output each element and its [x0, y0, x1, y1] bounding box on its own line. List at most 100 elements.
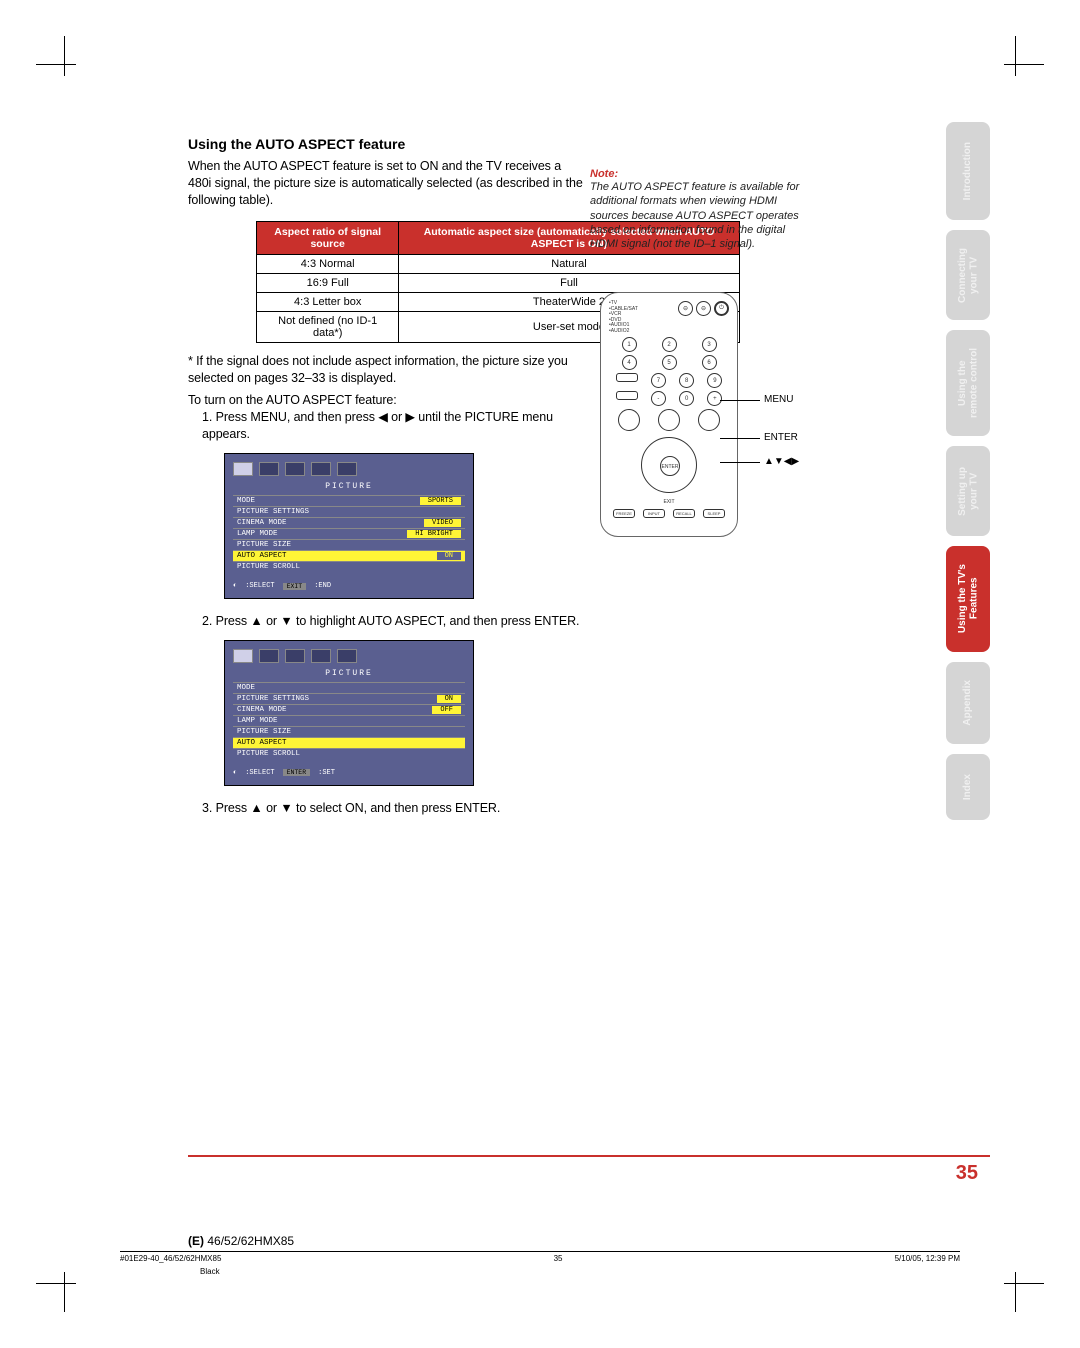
- section-tab: Index: [946, 754, 990, 820]
- crop-mark: [1015, 1272, 1016, 1312]
- menu-row: LAMP MODEHI BRIGHT: [233, 528, 465, 539]
- remote-button: ⊖: [678, 301, 693, 316]
- remote-button: 7: [651, 373, 666, 388]
- osd-menu-2: PICTURE MODEPICTURE SETTINGSONCINEMA MOD…: [224, 640, 474, 786]
- section-tab: Using theremote control: [946, 330, 990, 436]
- menu-tab-icon: [337, 649, 357, 663]
- menu-footer-set: :SET: [318, 769, 335, 777]
- menu-key: CINEMA MODE: [237, 519, 287, 527]
- print-footer: #01E29-40_46/52/62HMX85 35 5/10/05, 12:3…: [120, 1251, 960, 1276]
- remote-button: 6: [702, 355, 717, 370]
- remote-button: 3: [702, 337, 717, 352]
- remote-button: 4: [622, 355, 637, 370]
- crop-mark: [1004, 1283, 1044, 1284]
- menu-val: VIDEO: [424, 519, 461, 527]
- menu-row: AUTO ASPECTON: [233, 550, 465, 561]
- menu-footer-select: :SELECT: [245, 769, 274, 777]
- step-1-pre: 1. Press MENU, and then press: [202, 410, 378, 424]
- table-header-left: Aspect ratio of signal source: [257, 221, 399, 254]
- tab-label: Introduction: [962, 130, 974, 212]
- menu-key: AUTO ASPECT: [237, 739, 287, 747]
- menu-key: MODE: [237, 684, 255, 692]
- menu-key: PICTURE SETTINGS: [237, 695, 309, 703]
- table-cell: Natural: [399, 254, 740, 273]
- exit-label: EXIT: [609, 499, 729, 505]
- menu-key: PICTURE SETTINGS: [237, 508, 309, 516]
- menu-tab-icon: [285, 462, 305, 476]
- remote-button: 9: [707, 373, 722, 388]
- menu-button: [618, 409, 640, 431]
- remote-button: [658, 409, 680, 431]
- remote-button: [698, 409, 720, 431]
- remote-button: -: [651, 391, 666, 406]
- menu-tab-icon: [311, 462, 331, 476]
- tab-label: Connectingyour TV: [957, 236, 980, 315]
- page-divider: [188, 1155, 990, 1157]
- section-tab: Connectingyour TV: [946, 230, 990, 320]
- menu-row: MODE SPORTS: [233, 495, 465, 506]
- table-row: 4:3 NormalNatural: [257, 254, 740, 273]
- menu-title: PICTURE: [233, 669, 465, 678]
- table-cell: 16:9 Full: [257, 273, 399, 292]
- step-2: 2. Press ▲ or ▼ to highlight AUTO ASPECT…: [188, 613, 583, 630]
- model-label: (E) 46/52/62HMX85: [188, 1234, 294, 1248]
- menu-key: PICTURE SIZE: [237, 541, 291, 549]
- crop-mark: [64, 1272, 65, 1312]
- menu-key: MODE: [237, 497, 255, 505]
- menu-val: HI BRIGHT: [407, 530, 461, 538]
- footer-black: Black: [200, 1267, 960, 1276]
- remote-button: 0: [679, 391, 694, 406]
- callout-line: [720, 462, 760, 463]
- tab-label: Using theremote control: [957, 336, 980, 430]
- section-tab: Appendix: [946, 662, 990, 744]
- menu-tab-icon: [311, 649, 331, 663]
- menu-row: AUTO ASPECT: [233, 737, 465, 748]
- crop-mark: [36, 64, 76, 65]
- menu-tab-icon: [259, 462, 279, 476]
- menu-val: SPORTS: [420, 497, 461, 505]
- footer-left: #01E29-40_46/52/62HMX85: [120, 1254, 221, 1263]
- crop-mark: [64, 36, 65, 76]
- table-cell: 4:3 Normal: [257, 254, 399, 273]
- menu-val: ON: [437, 695, 461, 703]
- menu-tabs: [233, 462, 465, 476]
- side-tabs: Introduction Connectingyour TV Using there…: [946, 122, 990, 830]
- menu-row: LAMP MODE: [233, 715, 465, 726]
- section-tab: Setting upyour TV: [946, 446, 990, 536]
- crop-mark: [1015, 36, 1016, 76]
- menu-footer-end: :END: [314, 582, 331, 590]
- table-cell: Full: [399, 273, 740, 292]
- section-tab: Introduction: [946, 122, 990, 220]
- tab-label: Appendix: [962, 668, 974, 738]
- remote-mode-labels: •TV•CABLE/SAT•VCR•DVD•AUDIO1•AUDIO2: [609, 301, 638, 334]
- menu-row: PICTURE SETTINGS ON: [233, 693, 465, 704]
- menu-row: CINEMA MODE VIDEO: [233, 517, 465, 528]
- menu-tab-icon: [233, 649, 253, 663]
- remote-button: +: [707, 391, 722, 406]
- menu-footer: ◐:SELECT EXIT :END: [233, 582, 465, 590]
- menu-key: PICTURE SCROLL: [237, 563, 300, 571]
- menu-tab-icon: [337, 462, 357, 476]
- remote-diagram: •TV•CABLE/SAT•VCR•DVD•AUDIO1•AUDIO2 ⊖ ⊖ …: [600, 292, 738, 537]
- menu-key: PICTURE SIZE: [237, 728, 291, 736]
- remote-button: RECALL: [673, 509, 695, 518]
- page-number: 35: [956, 1162, 978, 1185]
- menu-footer-enter: ENTER: [283, 769, 311, 776]
- tab-label: Using the TV'sFeatures: [957, 552, 980, 645]
- mode-button: [616, 373, 638, 382]
- tab-label: Index: [962, 762, 974, 812]
- crop-mark: [1004, 64, 1044, 65]
- remote-button: ⊖: [696, 301, 711, 316]
- step-1: 1. Press MENU, and then press ◀ or ▶ unt…: [188, 409, 583, 443]
- osd-menu-1: PICTURE MODESPORTSPICTURE SETTINGSCINEMA…: [224, 453, 474, 599]
- crop-mark: [36, 1283, 76, 1284]
- menu-footer-exit: EXIT: [283, 583, 307, 590]
- remote-button: INPUT: [643, 509, 665, 518]
- table-row: 16:9 FullFull: [257, 273, 740, 292]
- menu-key: AUTO ASPECT: [237, 552, 287, 560]
- menu-footer-select: :SELECT: [245, 582, 274, 590]
- menu-row: PICTURE SIZE: [233, 726, 465, 737]
- remote-button: 1: [622, 337, 637, 352]
- intro-text: When the AUTO ASPECT feature is set to O…: [188, 158, 583, 209]
- power-button: ⏻: [714, 301, 729, 316]
